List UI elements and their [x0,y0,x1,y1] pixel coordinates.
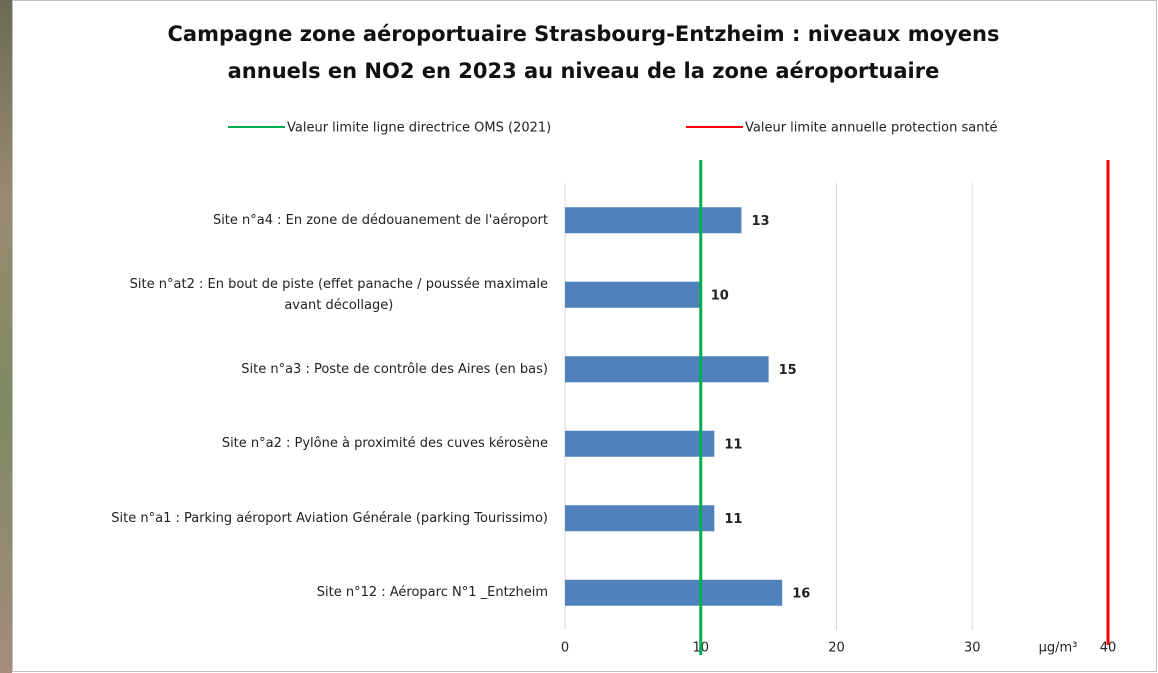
bar [565,430,715,457]
data-label: 11 [724,512,742,527]
unit-label: µg/m³ [1039,641,1078,656]
data-label: 10 [711,288,729,303]
y-tick-label: Site n°at2 : En bout de piste (effet pan… [129,276,548,313]
map-strip [0,0,12,673]
chart-frame [12,0,1157,672]
x-tick-label: 20 [828,641,845,656]
data-label: 13 [751,214,769,229]
data-label: 11 [724,437,742,452]
x-tick-label: 30 [964,641,981,656]
data-label: 15 [779,363,797,378]
bar [565,579,783,606]
legend-label: Valeur limite annuelle protection santé [745,121,998,136]
y-tick-label: Site n°a2 : Pylône à proximité des cuves… [221,436,548,452]
x-tick-label: 0 [561,641,569,656]
y-tick-label: Site n°a1 : Parking aéroport Aviation Gé… [111,510,548,526]
data-label: 16 [792,586,810,601]
legend-label: Valeur limite ligne directrice OMS (2021… [287,121,551,136]
y-tick-label: Site n°12 : Aéroparc N°1 _Entzheim [316,585,548,601]
chart-title: Campagne zone aéroportuaire Strasbourg-E… [167,22,1000,83]
bar [565,505,715,532]
bar [565,207,742,234]
y-tick-label: Site n°a4 : En zone de dédouanement de l… [212,212,548,228]
x-tick-label: 40 [1100,641,1117,656]
y-tick-label: Site n°a3 : Poste de contrôle des Aires … [241,361,548,377]
bar [565,356,769,383]
bar [565,281,701,308]
